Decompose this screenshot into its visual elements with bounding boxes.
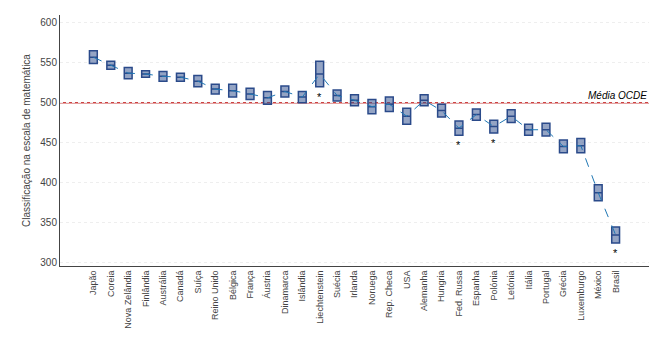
svg-text:Austrália: Austrália — [158, 271, 168, 306]
svg-text:Suíça: Suíça — [193, 271, 203, 294]
svg-text:400: 400 — [40, 177, 57, 188]
svg-text:300: 300 — [40, 257, 57, 268]
svg-text:Polónia: Polónia — [489, 271, 499, 301]
svg-text:Alemanha: Alemanha — [419, 271, 429, 312]
svg-text:Grécia: Grécia — [558, 271, 568, 298]
svg-text:Hungria: Hungria — [436, 271, 446, 303]
svg-text:Itália: Itália — [524, 271, 534, 290]
svg-text:*: * — [317, 91, 322, 103]
svg-text:Suécia: Suécia — [332, 271, 342, 299]
svg-text:França: França — [245, 271, 255, 299]
svg-text:USA: USA — [402, 271, 412, 290]
svg-text:Islândia: Islândia — [297, 271, 307, 302]
svg-text:*: * — [613, 247, 618, 259]
svg-text:Coreia: Coreia — [106, 271, 116, 298]
svg-text:Luxemburgo: Luxemburgo — [576, 271, 586, 321]
svg-text:Japão: Japão — [88, 271, 98, 296]
svg-text:Nova Zelândia: Nova Zelândia — [123, 271, 133, 329]
svg-text:Portugal: Portugal — [541, 271, 551, 305]
svg-text:Fed. Russa: Fed. Russa — [454, 271, 464, 317]
svg-text:*: * — [456, 139, 461, 151]
svg-text:México: México — [593, 271, 603, 300]
svg-text:Irlanda: Irlanda — [349, 271, 359, 299]
svg-text:600: 600 — [40, 17, 57, 28]
svg-text:450: 450 — [40, 137, 57, 148]
svg-text:Canadá: Canadá — [175, 271, 185, 303]
svg-text:Classificação na escala de mat: Classificação na escala de matemática — [21, 54, 32, 227]
svg-text:500: 500 — [40, 97, 57, 108]
svg-text:Liechtenstein: Liechtenstein — [315, 271, 325, 324]
svg-text:Áustria: Áustria — [262, 271, 272, 299]
svg-text:*: * — [491, 137, 496, 149]
svg-text:Espanha: Espanha — [471, 271, 481, 307]
svg-text:Finlândia: Finlândia — [141, 271, 151, 308]
svg-text:350: 350 — [40, 217, 57, 228]
svg-text:Bélgica: Bélgica — [228, 271, 238, 301]
svg-text:Rep. Checa: Rep. Checa — [384, 271, 394, 319]
svg-text:Média OCDE: Média OCDE — [588, 90, 647, 101]
svg-text:Brasil: Brasil — [611, 271, 621, 294]
svg-text:Noruega: Noruega — [367, 271, 377, 306]
svg-text:Dinamarca: Dinamarca — [280, 271, 290, 315]
svg-text:Reino Unido: Reino Unido — [210, 271, 220, 321]
svg-text:Letónia: Letónia — [506, 271, 516, 301]
svg-text:550: 550 — [40, 57, 57, 68]
